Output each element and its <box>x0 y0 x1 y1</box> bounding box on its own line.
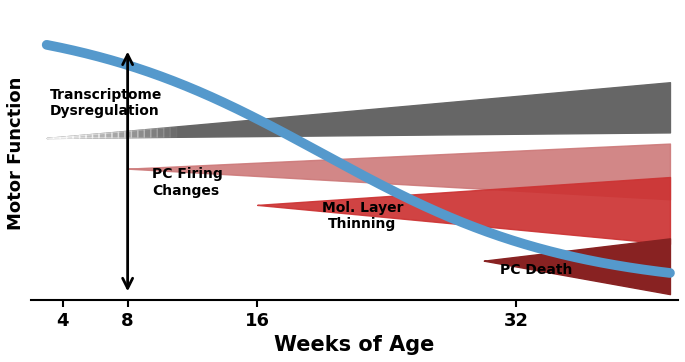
Y-axis label: Motor Function: Motor Function <box>7 77 25 230</box>
X-axis label: Weeks of Age: Weeks of Age <box>274 335 434 355</box>
Text: Transcriptome
Dysregulation: Transcriptome Dysregulation <box>50 88 162 118</box>
Text: Mol. Layer
Thinning: Mol. Layer Thinning <box>322 201 403 231</box>
Text: PC Firing
Changes: PC Firing Changes <box>152 168 223 198</box>
Text: PC Death: PC Death <box>500 264 573 277</box>
